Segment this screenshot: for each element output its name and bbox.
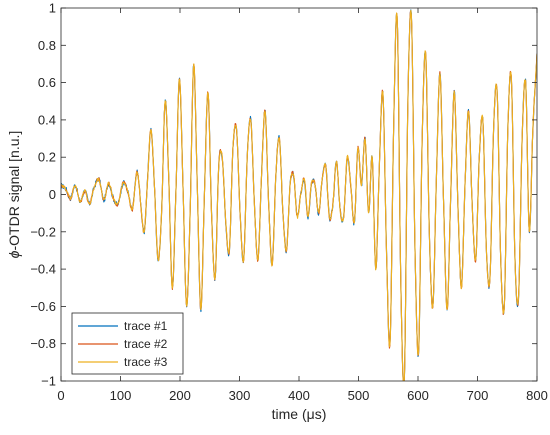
- y-axis-label-text: -OTDR signal [n.u.]: [6, 131, 22, 251]
- legend-label-trace-1: trace #1: [124, 319, 168, 333]
- x-tick-label: 800: [526, 388, 548, 403]
- x-axis: 0 100 200 300 400 500 600 700 800: [57, 8, 548, 403]
- y-tick-label: 0.4: [38, 112, 56, 127]
- x-tick-label: 700: [467, 388, 489, 403]
- y-tick-label: 0.8: [38, 38, 56, 53]
- y-tick-label: 0.2: [38, 150, 56, 165]
- x-tick-label: 200: [169, 388, 191, 403]
- series-line-trace-3: [61, 9, 537, 381]
- x-tick-label: 300: [229, 388, 251, 403]
- y-tick-label: −0.8: [30, 336, 56, 351]
- y-tick-label: −0.6: [30, 299, 56, 314]
- y-tick-label: −0.4: [30, 262, 56, 277]
- x-tick-label: 400: [288, 388, 310, 403]
- y-tick-label: 0: [49, 187, 56, 202]
- legend-entry: trace #1: [78, 319, 168, 333]
- y-tick-label: −1: [41, 374, 56, 389]
- traces: [61, 9, 537, 381]
- x-tick-label: 100: [110, 388, 132, 403]
- legend-label-trace-3: trace #3: [124, 355, 168, 369]
- y-tick-label: −0.2: [30, 224, 56, 239]
- x-axis-label: time (μs): [272, 406, 327, 422]
- x-tick-label: 0: [57, 388, 64, 403]
- y-tick-label: 1: [49, 1, 56, 16]
- y-axis: −1 −0.8 −0.6 −0.4 −0.2 0 0.2 0.4 0.6 0.8 1: [30, 1, 537, 389]
- y-tick-label: 0.6: [38, 75, 56, 90]
- legend-entry: trace #2: [78, 337, 168, 351]
- y-axis-label: ϕ-OTDR signal [n.u.]: [6, 131, 22, 259]
- x-tick-label: 500: [348, 388, 370, 403]
- legend: trace #1 trace #2 trace #3: [71, 312, 184, 375]
- y-axis-label-symbol: ϕ: [6, 250, 22, 258]
- x-tick-label: 600: [407, 388, 429, 403]
- legend-label-trace-2: trace #2: [124, 337, 168, 351]
- legend-entry: trace #3: [78, 355, 168, 369]
